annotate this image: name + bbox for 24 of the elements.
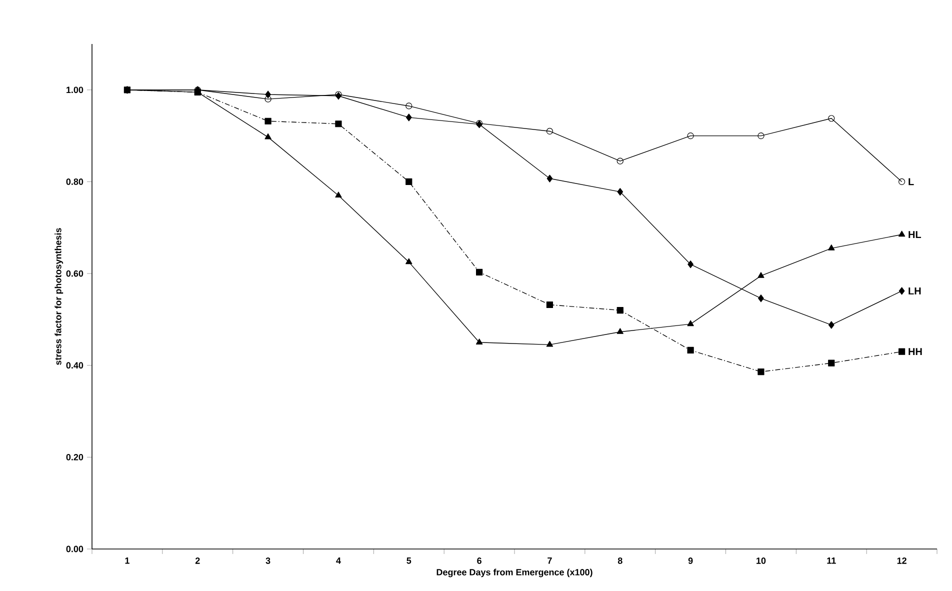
- x-tick-label: 11: [827, 558, 836, 564]
- x-tick-label: 10: [756, 558, 766, 564]
- x-axis-title: Degree Days from Emergence (x100): [436, 568, 592, 578]
- y-tick-label: 0.40: [66, 362, 84, 369]
- series-label: L: [908, 178, 914, 186]
- y-tick-label: 0.20: [66, 454, 84, 460]
- series-label: HH: [908, 348, 922, 356]
- series-label: HL: [908, 231, 922, 238]
- x-tick-label: 1: [125, 558, 130, 564]
- series-label: LH: [908, 288, 921, 294]
- y-tick-label: 0.80: [66, 178, 84, 185]
- y-tick-label: 1.00: [66, 86, 84, 94]
- x-tick-label: 5: [406, 558, 412, 564]
- x-tick-label: 3: [266, 558, 270, 564]
- y-tick-label: 0.60: [66, 270, 84, 277]
- x-tick-label: 2: [195, 558, 200, 564]
- x-tick-label: 12: [897, 558, 906, 564]
- y-tick-label: 0.00: [66, 546, 84, 552]
- x-tick-label: 9: [688, 558, 693, 564]
- x-tick-label: 7: [548, 558, 552, 564]
- x-tick-label: 6: [477, 558, 482, 564]
- y-axis-title: stress factor for photosynthesis: [54, 228, 64, 365]
- x-tick-label: 4: [336, 558, 341, 564]
- x-tick-label: 8: [618, 558, 622, 564]
